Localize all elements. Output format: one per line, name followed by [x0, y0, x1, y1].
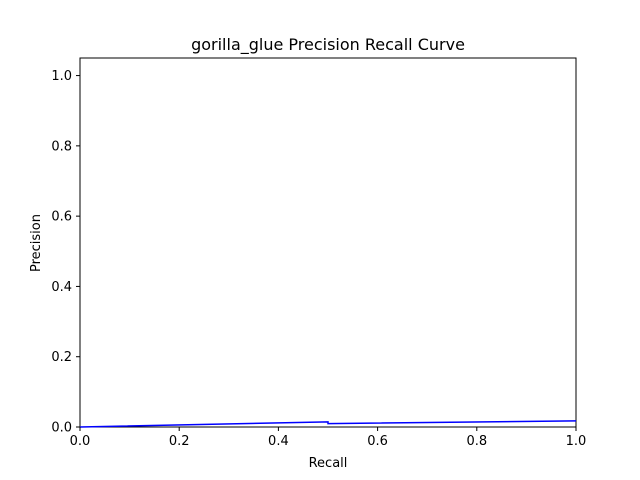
x-tick-label: 1.0: [566, 434, 587, 449]
x-axis: 0.0 0.2 0.4 0.6 0.8 1.0: [70, 427, 587, 449]
y-tick-label: 0.0: [51, 421, 72, 436]
y-tick-label: 0.8: [51, 139, 72, 154]
plot-area: [79, 57, 577, 428]
chart-title: gorilla_glue Precision Recall Curve: [191, 35, 465, 55]
y-tick-label: 0.4: [51, 280, 72, 295]
x-axis-label: Recall: [309, 456, 348, 471]
y-axis: 0.0 0.2 0.4 0.6 0.8 1.0: [51, 69, 80, 436]
x-tick-label: 0.8: [466, 434, 487, 449]
y-tick-label: 1.0: [51, 69, 72, 84]
y-tick-label: 0.6: [51, 210, 72, 225]
x-tick-label: 0.4: [268, 434, 289, 449]
x-tick-label: 0.2: [169, 434, 190, 449]
y-tick-label: 0.2: [51, 350, 72, 365]
y-axis-label: Precision: [29, 214, 44, 272]
series-layer: [79, 420, 577, 428]
x-tick-label: 0.6: [367, 434, 388, 449]
precision-recall-line: [79, 420, 577, 428]
x-tick-label: 0.0: [70, 434, 91, 449]
